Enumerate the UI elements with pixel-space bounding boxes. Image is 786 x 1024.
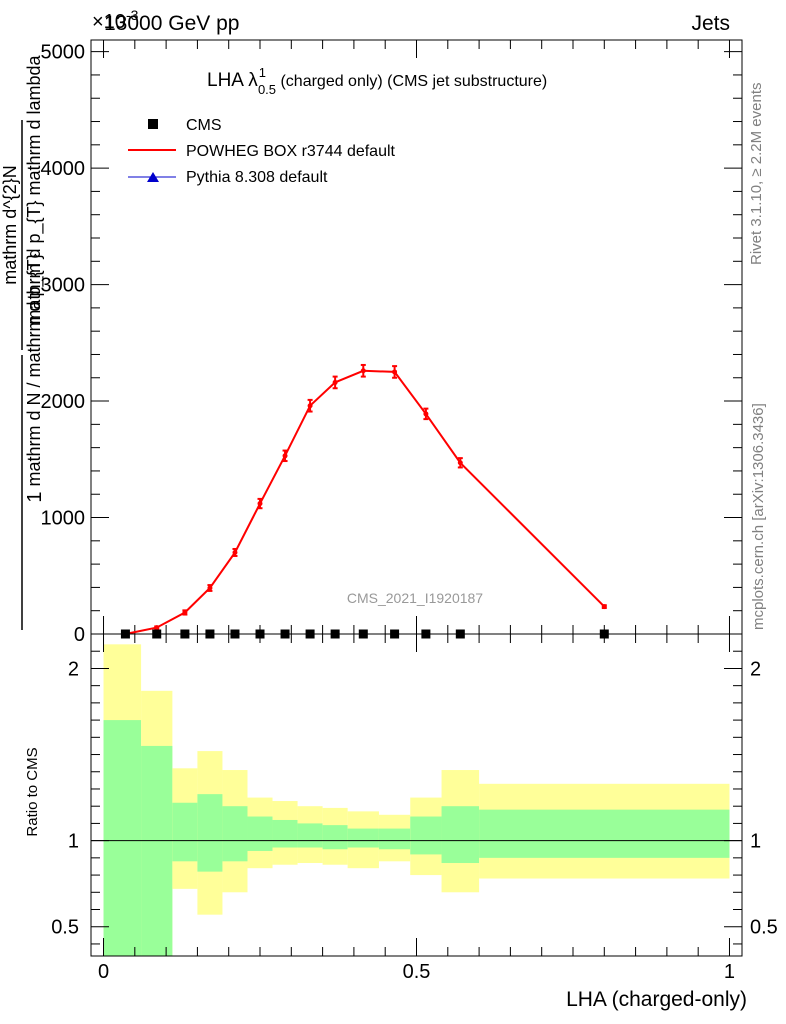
- powheg-point: [154, 625, 160, 631]
- main-y-tick-label: 0: [74, 624, 85, 646]
- powheg-line: [125, 369, 606, 635]
- main-plot-area: 0 1000 2000 3000 4000 5000: [41, 39, 743, 646]
- ratio-y-axis-title: Ratio to CMS: [24, 747, 41, 836]
- powheg-point: [423, 411, 429, 417]
- legend-marker-pythia: [147, 172, 159, 182]
- ratio-x-tick-label: 1: [724, 961, 735, 983]
- ratio-plot-area: 0.5 0.5 1 1 2 2 0 0.5 1: [51, 633, 778, 983]
- rivet-version-label: Rivet 3.1.10, ≥ 2.2M events: [748, 83, 765, 266]
- ratio-inner-band-bin: [222, 806, 248, 862]
- ratio-x-tick-label: 0: [98, 961, 109, 983]
- mcplots-source-label: mcplots.cern.ch [arXiv:1306.3436]: [750, 403, 767, 630]
- main-y-tick-label: 5000: [41, 42, 86, 64]
- powheg-point: [307, 403, 313, 409]
- main-y-tick-label: 1000: [41, 508, 86, 530]
- powheg-point: [392, 369, 398, 375]
- ratio-y-tick-label: 0.5: [51, 917, 79, 939]
- powheg-point: [182, 609, 188, 615]
- ratio-inner-band-bin: [103, 720, 142, 956]
- energy-label: 13000 GeV pp: [104, 12, 239, 35]
- ratio-inner-band-bin: [197, 794, 223, 872]
- exponent-label: ×10-3: [92, 7, 139, 33]
- powheg-point: [282, 453, 288, 459]
- legend-label-cms: CMS: [186, 117, 222, 134]
- powheg-point: [457, 460, 463, 466]
- main-y-axis-title: 1 mathrm d N / mathrm d p_{T} mathrm d^{…: [0, 54, 46, 630]
- ratio-inner-band-bin: [247, 816, 273, 851]
- ratio-inner-band-bin: [410, 816, 442, 855]
- powheg-point: [601, 604, 607, 610]
- ratio-y-tick-label-right: 0.5: [750, 917, 778, 939]
- legend-label-pythia: Pythia 8.308 default: [186, 169, 328, 186]
- ratio-inner-band-bin: [141, 745, 173, 956]
- ratio-inner-band-bin: [441, 806, 480, 864]
- legend-label-powheg: POWHEG BOX r3744 default: [186, 143, 396, 160]
- ylabel-frac2-numerator: mathrm d^{2}N: [0, 165, 20, 285]
- ratio-inner-band-bin: [479, 809, 730, 858]
- x-axis-title: LHA (charged-only): [566, 988, 747, 1011]
- powheg-point: [332, 379, 338, 385]
- ratio-inner-band-bin: [172, 802, 198, 862]
- ratio-y-tick-label-right: 1: [750, 831, 761, 853]
- powheg-point: [207, 585, 213, 591]
- main-y-tick-label: 3000: [41, 275, 86, 297]
- main-y-tick-label: 2000: [41, 391, 86, 413]
- ratio-inner-band-bin: [322, 825, 348, 850]
- ratio-inner-band-bin: [297, 823, 323, 848]
- process-label: Jets: [691, 12, 730, 35]
- ylabel-frac1-denominator: mathrm d N / mathrm d p_{T}: [24, 253, 45, 486]
- ylabel-frac1-numerator: 1: [24, 491, 46, 502]
- ratio-inner-band-bin: [378, 828, 411, 850]
- powheg-point: [360, 368, 366, 374]
- ratio-y-tick-label-right: 2: [750, 658, 761, 680]
- main-y-tick-label: 4000: [41, 158, 86, 180]
- legend-marker-cms: [148, 119, 158, 129]
- ratio-y-tick-label: 2: [68, 658, 79, 680]
- legend: CMS POWHEG BOX r3744 default Pythia 8.30…: [128, 117, 396, 186]
- powheg-point: [257, 501, 263, 507]
- ratio-y-tick-label: 1: [68, 831, 79, 853]
- powheg-point: [232, 549, 238, 555]
- ylabel-frac2-denominator: mathrm d p_{T} mathrm d lambda: [24, 54, 45, 324]
- main-plot-title: LHA λ1 0.5 (charged only) (CMS jet substr…: [207, 65, 547, 97]
- analysis-watermark: CMS_2021_I1920187: [347, 590, 483, 606]
- ratio-inner-band-bin: [272, 819, 298, 848]
- ratio-x-tick-label: 0.5: [403, 961, 431, 983]
- ratio-inner-band-bin: [347, 828, 379, 848]
